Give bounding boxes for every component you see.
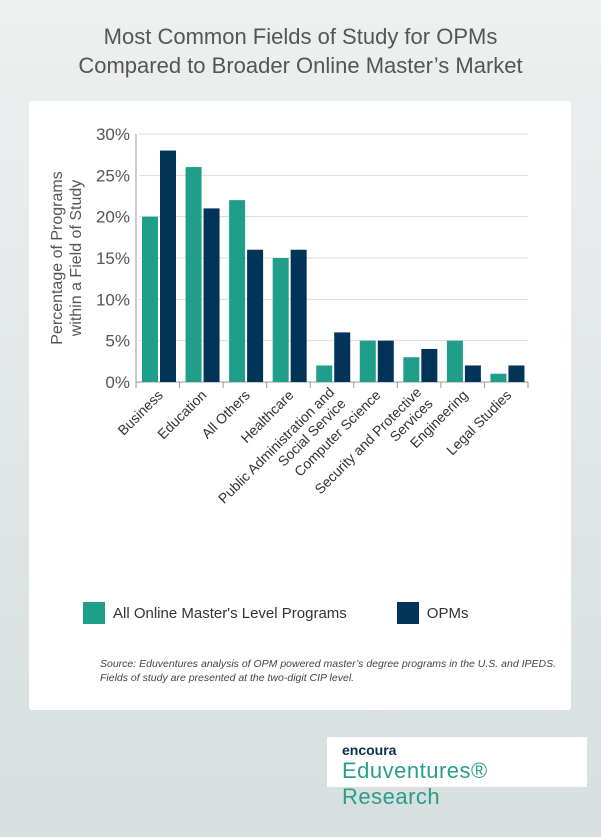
bar-opms <box>247 249 264 382</box>
bar-opms <box>377 340 394 382</box>
y-tick-label: 15% <box>96 249 130 268</box>
bar-all-programs <box>185 167 202 382</box>
bar-opms <box>464 365 481 382</box>
chart-card <box>29 101 571 710</box>
bar-all-programs <box>142 216 158 382</box>
y-axis-label-line: within a Field of Study <box>68 180 85 338</box>
y-tick-label: 5% <box>105 332 130 351</box>
bar-opms <box>160 150 176 382</box>
bar-all-programs <box>490 373 507 382</box>
bar-opms <box>290 249 307 382</box>
bar-all-programs <box>446 340 463 382</box>
y-axis-label-line: Percentage of Programs <box>49 171 66 344</box>
y-axis-label: Percentage of Programs within a Field of … <box>49 171 85 344</box>
legend-label-all-programs: All Online Master's Level Programs <box>113 604 347 622</box>
bar-all-programs <box>229 200 246 382</box>
bar-opms <box>203 208 220 382</box>
bar-all-programs <box>316 365 333 382</box>
y-tick-label: 10% <box>96 290 130 309</box>
bar-opms <box>508 365 525 382</box>
y-tick-label: 25% <box>96 166 130 185</box>
y-tick-label: 0% <box>105 373 130 392</box>
bar-all-programs <box>403 357 420 382</box>
source-note: Source: Eduventures analysis of OPM powe… <box>100 658 557 684</box>
legend-swatch-all-programs <box>83 602 105 624</box>
legend: All Online Master's Level Programs OPMs <box>83 602 468 624</box>
y-tick-label: 20% <box>96 208 130 227</box>
bar-chart: 0%5%10%15%20%25%30%BusinessEducationAll … <box>49 125 529 506</box>
bar-all-programs <box>272 258 289 382</box>
bar-opms <box>421 348 438 382</box>
bar-opms <box>334 332 351 382</box>
legend-label-opms: OPMs <box>426 604 469 622</box>
chart-title: Most Common Fields of Study for OPMs Com… <box>78 24 523 78</box>
y-tick-label: 30% <box>96 125 130 144</box>
bar-all-programs <box>359 340 376 382</box>
eduventures-logo: encoura Eduventures® Research <box>327 737 587 809</box>
legend-swatch-opms <box>396 602 419 624</box>
